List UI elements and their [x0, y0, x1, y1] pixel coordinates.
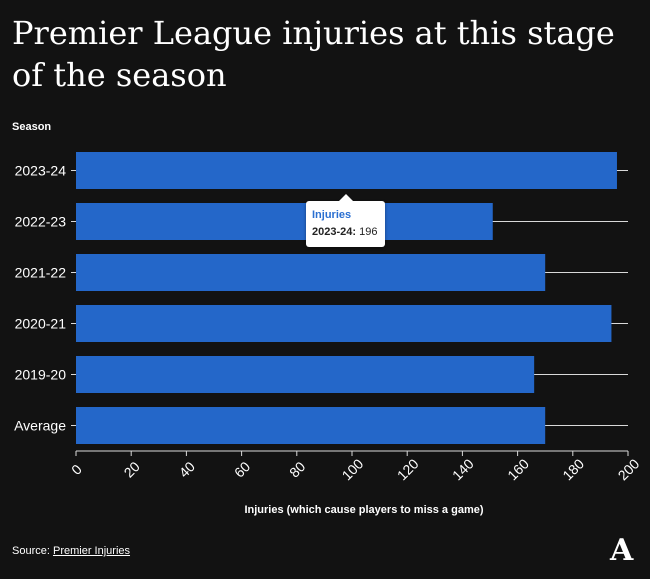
x-tick-label: 80: [286, 458, 308, 480]
source-note: Source: Premier Injuries: [12, 545, 130, 557]
x-tick-label: 0: [68, 461, 85, 478]
bar: [76, 254, 546, 291]
tooltip-value: 196: [359, 226, 378, 238]
tooltip-category: 2023-24:: [312, 226, 357, 238]
x-tick-label: 200: [615, 455, 643, 483]
chart-title: Premier League injuries at this stage of…: [12, 14, 615, 94]
x-tick-label: 120: [394, 455, 422, 483]
y-tick-label: 2022-23: [15, 214, 67, 230]
bar: [76, 305, 612, 342]
x-tick-label: 180: [559, 455, 587, 483]
y-tick-label: 2021-22: [15, 265, 67, 281]
x-tick-label: 60: [231, 458, 253, 480]
athletic-logo: A: [610, 533, 634, 568]
bar: [76, 203, 493, 240]
tooltip: Injuries 2023-24: 196: [306, 194, 386, 247]
x-tick-label: 160: [504, 455, 532, 483]
y-axis-title: Season: [12, 121, 52, 133]
source-label: Source:: [12, 545, 50, 557]
bar: [76, 356, 535, 393]
x-tick-label: 20: [120, 458, 142, 480]
x-tick-label: 40: [176, 458, 198, 480]
x-tick-label: 140: [449, 455, 477, 483]
source-link[interactable]: Premier Injuries: [52, 545, 131, 557]
bar: [76, 152, 617, 189]
tooltip-series-name: Injuries: [312, 209, 352, 221]
x-axis-title: Injuries (which cause players to miss a …: [244, 504, 483, 516]
y-tick-label: 2019-20: [15, 367, 67, 383]
tooltip-row: 2023-24: 196: [312, 224, 377, 241]
x-tick-label: 100: [339, 455, 367, 483]
y-tick-label: 2023-24: [15, 163, 67, 179]
y-tick-label: Average: [14, 418, 66, 434]
y-tick-label: 2020-21: [15, 316, 67, 332]
bar: [76, 407, 546, 444]
